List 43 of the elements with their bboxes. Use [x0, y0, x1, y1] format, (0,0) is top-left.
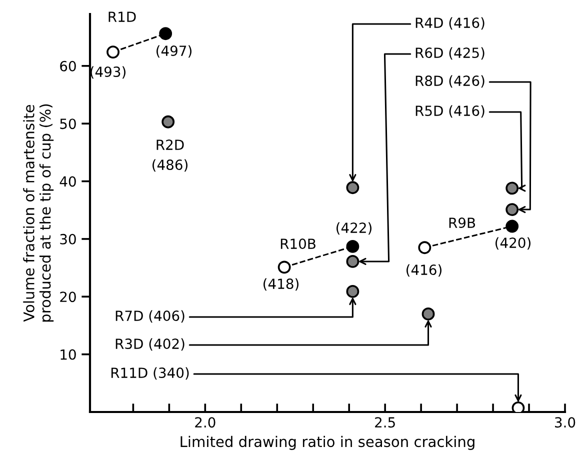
annotation: R3D (402) — [116, 338, 184, 351]
y-tick-label: 50 — [60, 118, 76, 130]
point — [278, 260, 291, 274]
point — [506, 220, 519, 233]
point — [159, 27, 172, 40]
annotation: (493) — [90, 66, 126, 79]
annotation: (497) — [156, 45, 192, 58]
point — [418, 241, 432, 254]
annotation: (486) — [152, 159, 188, 172]
point — [346, 181, 360, 194]
point — [512, 402, 525, 412]
y-tick-label: 60 — [60, 60, 76, 72]
annotation: (422) — [336, 222, 372, 235]
annotation: R2D — [156, 140, 184, 150]
annotation: R6D (425) — [416, 47, 484, 60]
point — [346, 284, 360, 298]
x-axis-title: Limited drawing ratio in season cracking — [180, 436, 474, 450]
annotation: (418) — [264, 278, 298, 291]
annotation: R4D (416) — [416, 17, 484, 30]
x-tick-label: 2.5 — [375, 417, 395, 428]
point — [162, 115, 175, 128]
annotation: R7D (406) — [116, 310, 184, 323]
x-tick-label: 2.0 — [195, 417, 216, 428]
x-tick-label: 3.0 — [555, 417, 576, 428]
annotation: R5D (416) — [416, 105, 484, 118]
annotation: (420) — [496, 237, 530, 250]
annotation: (416) — [406, 264, 442, 277]
annotation: R8D (426) — [416, 75, 484, 88]
annotation: R1D — [108, 12, 136, 22]
y-tick-label: 20 — [60, 292, 76, 302]
annotation: R11D (340) — [111, 367, 189, 380]
point — [346, 240, 360, 253]
annotation: R9B — [449, 218, 476, 228]
point — [346, 254, 360, 268]
point — [506, 182, 519, 195]
point — [106, 46, 120, 59]
y-tick-label: 40 — [60, 176, 76, 187]
y-tick-label: 10 — [60, 349, 76, 360]
point — [506, 203, 519, 216]
y-axis-title: Volume fraction of martensite produced at the tip of cup (%) — [23, 104, 54, 322]
annotation: R10B — [280, 238, 316, 250]
y-tick-label: 30 — [60, 234, 76, 244]
point — [422, 307, 435, 320]
